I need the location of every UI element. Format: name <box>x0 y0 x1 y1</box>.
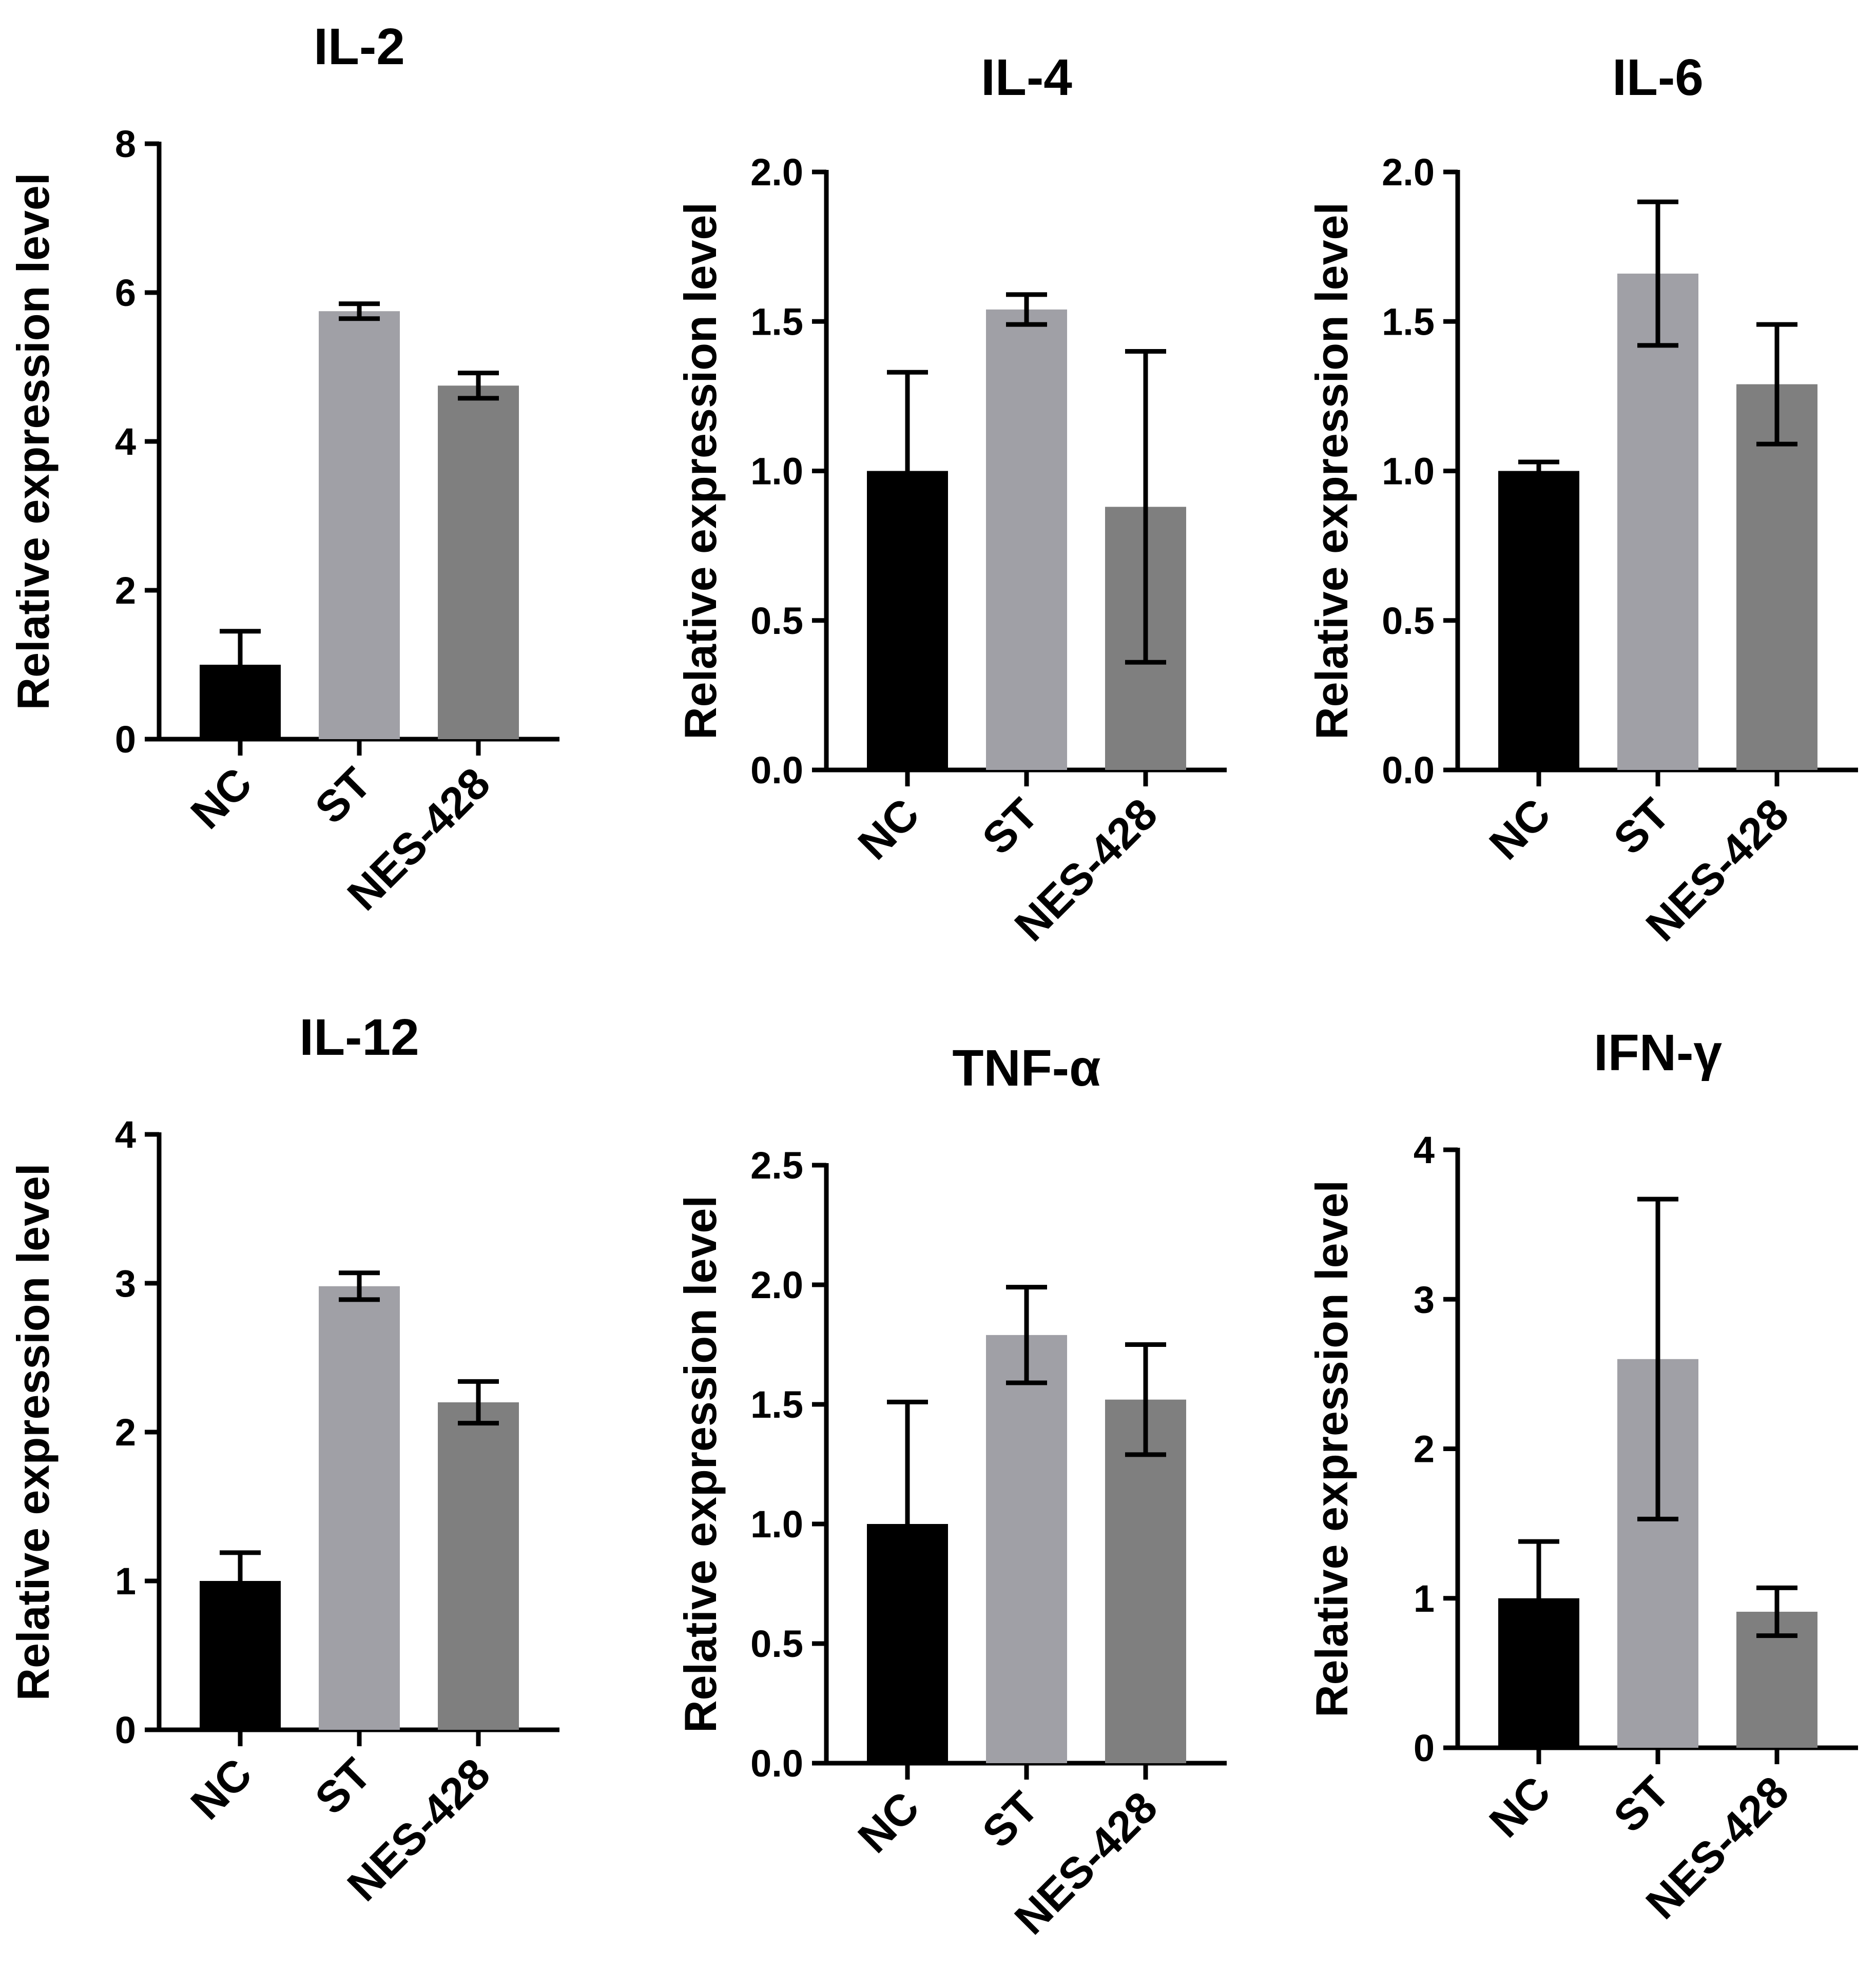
y-tick-label: 1.0 <box>750 450 803 493</box>
bar-st <box>319 1286 400 1730</box>
y-axis-label: Relative expression level <box>1306 1180 1357 1717</box>
y-tick-label: 2 <box>1414 1428 1435 1471</box>
chart-title: IL-12 <box>299 1009 419 1066</box>
y-axis-label: Relative expression level <box>675 202 726 740</box>
y-tick-label: 3 <box>1414 1278 1435 1321</box>
y-tick-label: 1.5 <box>750 300 803 343</box>
x-category-label: NC <box>182 1749 262 1829</box>
y-axis-label: Relative expression level <box>8 1164 59 1701</box>
bar-st <box>319 311 400 739</box>
x-category-label: NC <box>1480 789 1560 870</box>
x-category-label: NC <box>849 789 929 870</box>
x-category-label: NC <box>182 759 262 839</box>
x-category-label: ST <box>1604 1767 1679 1842</box>
bar-nes-428 <box>438 1402 519 1730</box>
chart-title: IL-2 <box>314 18 405 75</box>
y-tick-label: 2 <box>115 1411 136 1454</box>
y-tick-label: 8 <box>115 123 136 165</box>
y-tick-label: 0.5 <box>750 1623 803 1665</box>
y-tick-label: 2.5 <box>750 1144 803 1187</box>
y-tick-label: 4 <box>115 1113 136 1156</box>
y-tick-label: 1 <box>1414 1577 1435 1620</box>
panel-il-4: IL-4 Relative expression level 0.0 0.5 1.0 1.… <box>675 49 1227 951</box>
chart-title: IL-6 <box>1612 49 1704 106</box>
y-tick-label: 2.0 <box>1382 151 1435 194</box>
y-tick-label: 0.0 <box>1382 749 1435 792</box>
chart-title: IL-4 <box>981 49 1072 106</box>
y-tick-label: 2.0 <box>750 1264 803 1306</box>
y-tick-label: 0.0 <box>750 1742 803 1785</box>
bar-nes-428 <box>1105 1399 1186 1763</box>
x-category-label: NC <box>849 1783 929 1863</box>
y-tick-label: 1.5 <box>1382 300 1435 343</box>
x-category-label: NC <box>1480 1767 1560 1847</box>
panel-il-6: IL-6 Relative expression level 0.0 0.5 1.0 1.… <box>1306 49 1858 951</box>
bar-nes-428 <box>1736 384 1817 770</box>
bar-st <box>986 1335 1067 1763</box>
y-axis-label: Relative expression level <box>1306 202 1357 740</box>
chart-title: IFN-γ <box>1594 1024 1722 1082</box>
x-category-label: ST <box>306 1749 381 1824</box>
y-tick-label: 0.5 <box>1382 600 1435 642</box>
chart-title: TNF-α <box>952 1039 1100 1097</box>
x-category-label: ST <box>306 759 381 834</box>
y-axis-label: Relative expression level <box>8 173 59 710</box>
y-tick-label: 2.0 <box>750 151 803 194</box>
y-tick-label: 0 <box>1414 1727 1435 1769</box>
bar-nes-428 <box>438 385 519 739</box>
y-tick-label: 1.5 <box>750 1383 803 1426</box>
y-tick-label: 0.5 <box>750 600 803 642</box>
x-category-label: ST <box>973 1783 1048 1858</box>
bar-st <box>1617 274 1698 770</box>
y-tick-label: 0.0 <box>750 749 803 792</box>
y-axis-label: Relative expression level <box>675 1195 726 1733</box>
y-tick-label: 4 <box>1414 1129 1435 1171</box>
bar-nc <box>1498 471 1579 770</box>
y-tick-label: 6 <box>115 272 136 314</box>
panel-tnf-alpha: TNF-α Relative expression level 0.0 0.5 1.0 1… <box>675 1039 1227 1944</box>
y-tick-label: 1 <box>115 1560 136 1603</box>
y-tick-label: 4 <box>115 420 136 463</box>
x-category-label: ST <box>973 789 1048 864</box>
x-category-label: ST <box>1604 789 1679 864</box>
y-tick-label: 1.0 <box>1382 450 1435 493</box>
y-tick-label: 3 <box>115 1262 136 1305</box>
y-tick-label: 0 <box>115 718 136 761</box>
y-tick-label: 2 <box>115 569 136 612</box>
y-tick-label: 0 <box>115 1709 136 1751</box>
bar-st <box>986 309 1067 770</box>
y-tick-label: 1.0 <box>750 1503 803 1546</box>
